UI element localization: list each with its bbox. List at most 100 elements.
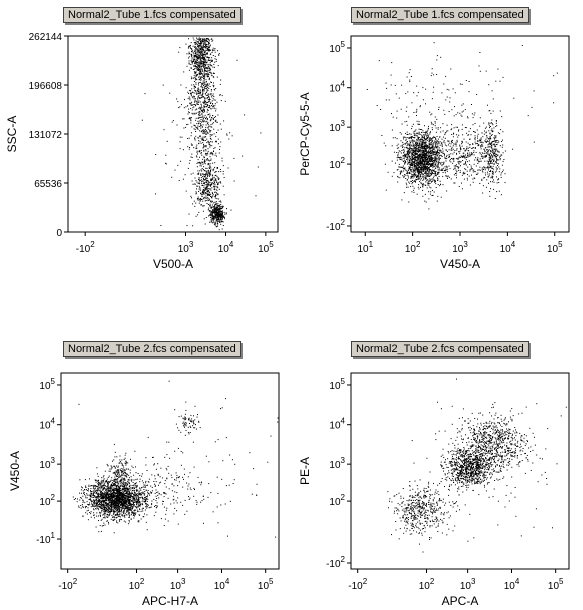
data-point: [195, 61, 197, 63]
data-point: [475, 165, 477, 167]
data-point: [211, 134, 213, 135]
data-point: [206, 179, 208, 181]
data-point: [391, 113, 392, 115]
data-point: [191, 180, 193, 182]
data-point: [444, 166, 446, 168]
data-point: [200, 91, 202, 93]
data-point: [218, 208, 220, 210]
data-point: [200, 73, 202, 75]
data-point: [492, 141, 494, 142]
data-point: [209, 100, 210, 102]
data-point: [432, 137, 434, 139]
data-point: [191, 48, 193, 50]
data-point: [414, 169, 415, 171]
data-point: [206, 167, 208, 169]
data-point: [200, 177, 202, 179]
data-point: [417, 169, 419, 171]
data-point: [221, 220, 222, 222]
data-point: [426, 144, 428, 146]
data-point: [213, 150, 214, 152]
data-point: [435, 154, 437, 156]
data-point: [398, 147, 400, 149]
data-point: [191, 58, 193, 60]
data-point: [462, 134, 464, 136]
data-point: [209, 221, 211, 223]
data-point: [396, 157, 398, 159]
data-point: [490, 188, 491, 190]
data-point: [219, 208, 221, 210]
data-point: [172, 120, 174, 122]
data-point: [210, 196, 212, 198]
data-point: [485, 147, 487, 149]
data-point: [142, 516, 144, 518]
data-point: [210, 81, 212, 83]
data-point: [192, 183, 194, 185]
data-point: [198, 57, 200, 59]
data-point: [205, 193, 207, 195]
data-point: [418, 121, 420, 123]
data-point: [466, 146, 468, 148]
data-point: [209, 116, 210, 118]
data-point: [410, 76, 412, 77]
data-point: [200, 94, 202, 96]
data-point: [477, 143, 478, 145]
data-point: [204, 46, 206, 48]
data-point: [211, 141, 213, 143]
data-point: [489, 158, 491, 160]
data-point: [212, 106, 214, 107]
data-point: [417, 173, 419, 175]
data-point: [208, 57, 209, 59]
data-point: [394, 84, 396, 86]
data-point: [209, 125, 211, 127]
data-point: [418, 156, 420, 158]
data-point: [204, 69, 205, 71]
data-point: [209, 188, 211, 190]
data-point: [202, 101, 204, 103]
data-point: [203, 89, 205, 91]
data-point: [492, 152, 494, 154]
data-point: [210, 90, 212, 92]
data-point: [446, 175, 448, 177]
data-point: [200, 73, 201, 75]
data-point: [419, 176, 421, 178]
data-point: [410, 172, 412, 174]
data-point: [210, 119, 212, 121]
data-point: [468, 91, 470, 93]
data-point: [403, 192, 405, 194]
data-point: [401, 199, 403, 201]
data-point: [208, 75, 209, 77]
data-point: [205, 86, 207, 87]
data-point: [216, 175, 218, 177]
data-point: [103, 522, 105, 524]
data-point: [490, 181, 491, 183]
data-point: [192, 97, 194, 99]
data-point: [424, 143, 426, 145]
data-point: [420, 158, 422, 160]
data-point: [429, 155, 430, 157]
data-point: [90, 492, 92, 494]
data-point: [214, 55, 216, 57]
data-point: [104, 493, 106, 495]
data-point: [400, 152, 402, 154]
data-point: [418, 170, 420, 172]
data-point: [417, 151, 419, 152]
data-point: [219, 215, 221, 217]
data-point: [467, 152, 469, 154]
data-point: [165, 162, 167, 164]
data-point: [393, 172, 395, 174]
data-point: [498, 151, 500, 153]
data-point: [486, 160, 488, 162]
data-point: [82, 490, 84, 492]
data-point: [433, 153, 435, 155]
data-point: [423, 140, 425, 142]
data-point: [215, 141, 216, 143]
data-point: [411, 136, 413, 138]
data-point: [213, 86, 215, 88]
data-point: [220, 79, 222, 81]
data-point: [195, 100, 197, 102]
data-point: [203, 96, 205, 98]
data-point: [203, 86, 205, 88]
data-point: [205, 47, 207, 49]
data-point: [206, 44, 208, 46]
data-point: [413, 187, 415, 189]
